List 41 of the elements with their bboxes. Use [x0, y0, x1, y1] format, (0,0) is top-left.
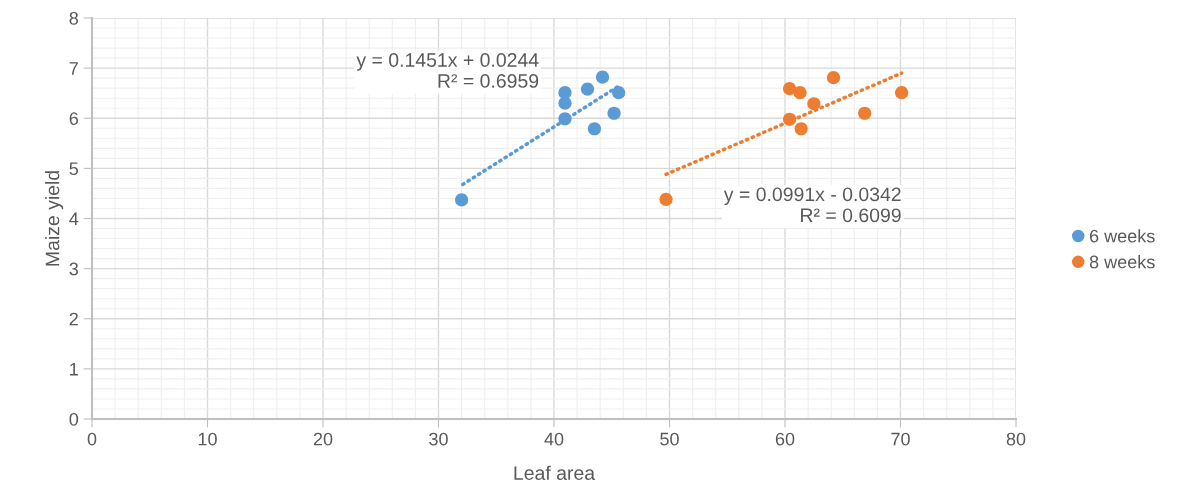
- x-tick-label: 80: [1006, 432, 1026, 446]
- point: [580, 82, 595, 96]
- point: [558, 96, 572, 110]
- y-tick-label: 4: [69, 212, 79, 226]
- y-tick-label: 7: [69, 62, 78, 75]
- x-tick-label: 30: [429, 432, 448, 446]
- x-tick-label: 10: [198, 432, 217, 446]
- y-tick-label: 0: [69, 412, 79, 426]
- legend-label: 6 weeks: [1089, 229, 1155, 243]
- point: [895, 86, 909, 100]
- point: [558, 112, 572, 126]
- point: [612, 86, 626, 100]
- legend-label: 8 weeks: [1089, 255, 1155, 269]
- x-tick-label: 50: [660, 432, 679, 446]
- point: [794, 122, 808, 136]
- x-axis-title: Leaf area: [514, 465, 596, 480]
- x-tick-label: 40: [544, 432, 564, 446]
- y-tick-label: 6: [69, 112, 79, 125]
- x-tick-label: 0: [87, 432, 97, 446]
- point: [826, 71, 841, 85]
- point: [793, 86, 807, 100]
- y-tick-label: 5: [69, 162, 79, 176]
- point: [783, 112, 797, 126]
- x-tick-label: 60: [775, 432, 795, 446]
- point: [858, 106, 872, 120]
- y-tick-label: 3: [69, 262, 79, 276]
- point: [783, 82, 797, 96]
- y-tick-label: 2: [69, 312, 78, 326]
- y-axis-title: Maize yield: [45, 171, 64, 266]
- point: [607, 106, 621, 120]
- point: [659, 192, 673, 207]
- annotation: y = 0.1451x + 0.0244 R² = 0.6959: [356, 53, 539, 88]
- point: [807, 97, 821, 111]
- point: [455, 193, 469, 207]
- y-tick-label: 1: [70, 363, 78, 376]
- point: [587, 122, 602, 136]
- x-tick-label: 20: [313, 432, 333, 446]
- x-tick-label: 70: [891, 432, 910, 446]
- annotation: y = 0.0991x - 0.0342 R² = 0.6099: [723, 187, 901, 223]
- point: [595, 70, 610, 84]
- y-tick-label: 8: [69, 11, 79, 25]
